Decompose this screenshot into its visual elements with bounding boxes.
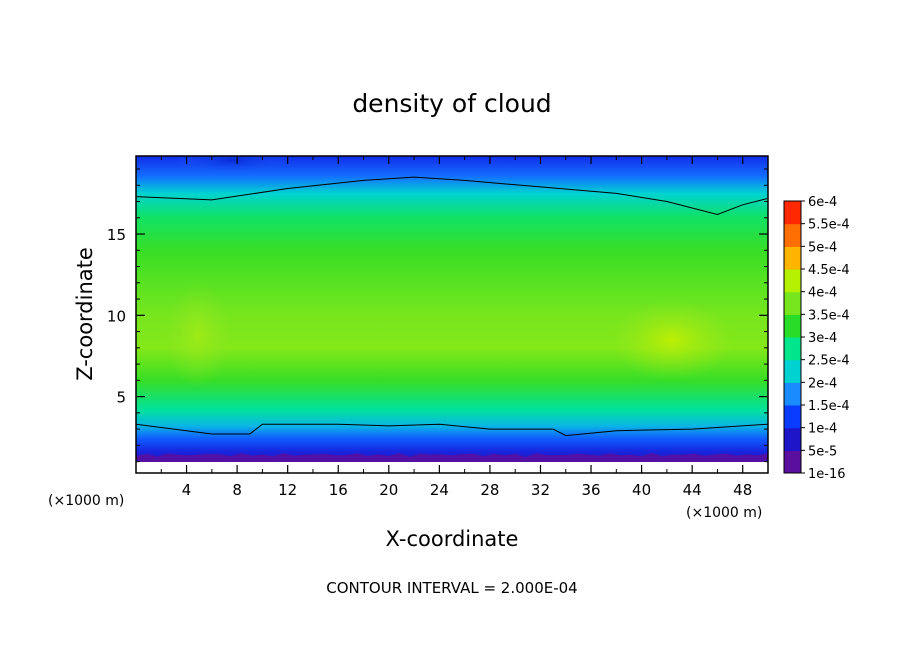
colorbar-swatch [784, 450, 801, 474]
colorbar-label: 2.5e-4 [808, 354, 850, 369]
x-tick-label: 20 [379, 481, 398, 499]
colorbar-label: 1e-4 [808, 422, 837, 437]
colorbar-label: 4.5e-4 [808, 263, 850, 278]
density-max-left [164, 283, 232, 387]
colorbar-label: 5e-4 [808, 240, 837, 255]
plot-frame [135, 155, 769, 474]
colorbar-label: 6e-4 [808, 195, 837, 210]
colorbar-swatch [784, 269, 801, 293]
low-density-edge [136, 453, 768, 462]
colorbar-label: 4e-4 [808, 286, 837, 301]
contour-line-upper [136, 176, 768, 216]
colorbar-label: 1e-16 [808, 467, 846, 482]
y-axis-ticks: 5 10 15 [107, 168, 768, 463]
colorbar-swatch [784, 291, 801, 315]
colorbar-label: 3.5e-4 [808, 308, 850, 323]
y-axis-label: Z-coordinate [73, 247, 97, 381]
colorbar-swatch [784, 337, 801, 361]
x-axis-unit-left: (×1000 m) [48, 493, 124, 509]
ground-blank-band [136, 462, 768, 473]
y-tick-label: 15 [107, 226, 126, 244]
y-tick-label: 5 [116, 389, 126, 407]
x-tick-label: 48 [733, 481, 752, 499]
contour-interval-note: CONTOUR INTERVAL = 2.000E-04 [326, 579, 577, 597]
density-max-right [610, 300, 734, 380]
colorbar-label: 5.5e-4 [808, 218, 850, 233]
chart-title: density of cloud [352, 89, 551, 118]
colorbar-swatch [784, 314, 801, 338]
plot-area [136, 156, 768, 473]
x-tick-label: 36 [581, 481, 600, 499]
colorbar-swatch [784, 382, 801, 406]
x-tick-label: 32 [531, 481, 550, 499]
x-axis-label: X-coordinate [386, 527, 519, 551]
x-tick-label: 24 [430, 481, 449, 499]
x-axis-unit-right: (×1000 m) [686, 505, 762, 521]
colorbar-label: 3e-4 [808, 331, 837, 346]
colorbar-swatch [784, 223, 801, 247]
y-tick-label: 10 [107, 307, 126, 325]
colorbar-swatch [784, 201, 801, 225]
colorbar-label: 5e-5 [808, 444, 837, 459]
colorbar-swatch [784, 427, 801, 451]
x-tick-label: 8 [232, 481, 242, 499]
x-tick-label: 28 [480, 481, 499, 499]
colorbar-label: 1.5e-4 [808, 399, 850, 414]
x-tick-label: 16 [329, 481, 348, 499]
colorbar-swatch [784, 246, 801, 270]
x-tick-label: 44 [683, 481, 702, 499]
density-low-top [172, 156, 292, 174]
x-tick-label: 12 [278, 481, 297, 499]
x-axis-ticks: 4 8 12 16 20 24 28 32 36 40 44 48 [160, 156, 752, 499]
contour-line-lower [136, 423, 768, 437]
colorbar-swatch [784, 359, 801, 383]
colorbar: 1e-16 5e-5 1e-4 1.5e-4 2e-4 2.5e-4 3e-4 3.5e-4 4… [783, 195, 850, 482]
colorbar-swatch [784, 405, 801, 429]
colorbar-label: 2e-4 [808, 376, 837, 391]
x-tick-label: 40 [632, 481, 651, 499]
x-tick-label: 4 [182, 481, 192, 499]
